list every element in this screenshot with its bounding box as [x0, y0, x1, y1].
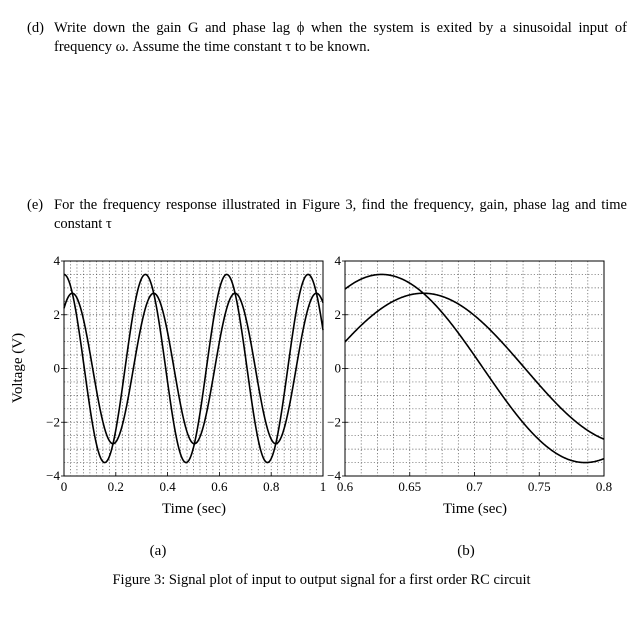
y-tick-label: −4 — [327, 468, 341, 483]
y-tick-label: 2 — [335, 307, 342, 322]
x-tick-label: 0.65 — [398, 479, 421, 494]
x-axis-label-a: Time (sec) — [162, 501, 226, 517]
x-tick-label: 0.8 — [596, 479, 612, 494]
output-signal-line — [344, 292, 605, 440]
x-tick-label: 0.75 — [528, 479, 551, 494]
question-e: (e) For the frequency response illustrat… — [27, 196, 627, 234]
question-text: For the frequency response illustrated i… — [54, 197, 627, 232]
figure-caption: Figure 3: Signal plot of input to output… — [112, 572, 531, 588]
x-tick-label: 0.2 — [108, 479, 124, 494]
question-label: (d) — [27, 20, 44, 36]
y-tick-label: 0 — [54, 361, 61, 376]
y-tick-label: −2 — [327, 414, 341, 429]
y-tick-label: 0 — [335, 361, 342, 376]
x-tick-label: 1 — [320, 479, 327, 494]
y-tick-label: 4 — [335, 253, 342, 268]
output-signal-line — [63, 292, 324, 445]
x-tick-label: 0.4 — [159, 479, 176, 494]
question-label: (e) — [27, 197, 44, 213]
subcaption-a: (a) — [150, 543, 167, 559]
y-tick-label: −2 — [46, 414, 60, 429]
x-tick-label: 0.8 — [263, 479, 279, 494]
subcaption-b: (b) — [457, 543, 475, 559]
x-tick-label: 0 — [61, 479, 68, 494]
input-signal-line — [63, 273, 324, 464]
x-tick-label: 0.6 — [211, 479, 228, 494]
y-axis-label: Voltage (V) — [10, 333, 26, 403]
plot-frame — [344, 260, 605, 477]
question-text: Write down the gain G and phase lag ϕ wh… — [54, 20, 627, 55]
x-tick-label: 0.7 — [466, 479, 483, 494]
question-d: (d) Write down the gain G and phase lag … — [27, 19, 627, 57]
x-tick-label: 0.6 — [337, 479, 354, 494]
y-tick-label: 4 — [54, 253, 61, 268]
y-tick-label: 2 — [54, 307, 61, 322]
input-signal-line — [344, 273, 605, 464]
x-axis-label-b: Time (sec) — [443, 501, 507, 517]
y-tick-label: −4 — [46, 468, 60, 483]
plot-frame — [63, 260, 324, 477]
